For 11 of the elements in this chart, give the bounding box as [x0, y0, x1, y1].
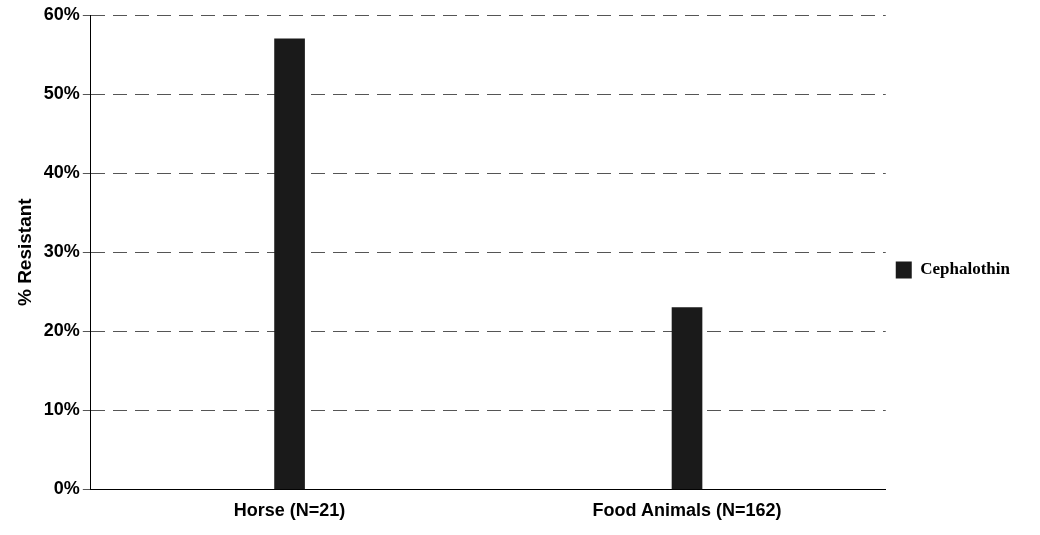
y-tick-label: 20%	[43, 320, 80, 341]
y-tick-label: 40%	[43, 162, 80, 183]
legend-label: Cephalothin	[920, 259, 1011, 279]
y-tick-label: 10%	[43, 399, 80, 420]
y-tick-label: 50%	[43, 83, 80, 104]
x-tick-label: Horse (N=21)	[233, 500, 346, 521]
y-tick-label: 60%	[43, 3, 80, 24]
y-axis-title: % Resistant	[13, 197, 35, 307]
y-tick-label: 0%	[53, 478, 80, 499]
x-tick-label: Food Animals (N=162)	[592, 500, 782, 521]
y-tick-label: 30%	[43, 241, 80, 262]
